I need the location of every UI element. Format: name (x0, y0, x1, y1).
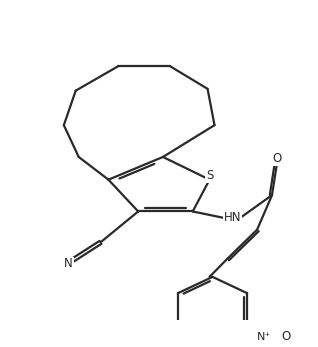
Text: O: O (272, 152, 281, 165)
Text: HN: HN (224, 211, 241, 224)
Text: N: N (64, 257, 73, 270)
Text: O: O (282, 330, 291, 343)
Text: S: S (206, 169, 213, 183)
Text: N⁺: N⁺ (257, 331, 271, 341)
